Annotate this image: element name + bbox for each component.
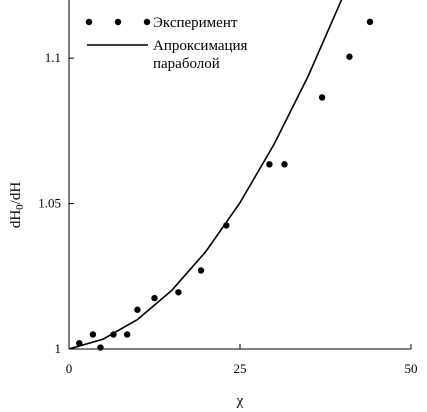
y-tick-label: 1.1 <box>45 50 61 65</box>
data-point <box>175 289 182 296</box>
data-point <box>89 331 97 338</box>
data-point <box>151 294 158 302</box>
data-point <box>134 306 141 313</box>
data-point <box>281 161 288 168</box>
legend-label-approximation-line1: Апроксимация <box>153 38 248 54</box>
fit-curve <box>69 0 343 349</box>
data-point <box>76 339 83 347</box>
data-point <box>110 331 117 338</box>
data-point <box>123 331 131 338</box>
legend-label-experiment: Эксперимент <box>153 15 238 31</box>
data-point <box>318 94 326 101</box>
data-point <box>266 161 273 168</box>
y-tick-label: 1 <box>55 341 62 356</box>
legend: Эксперимент Апроксимация параболой <box>85 15 248 72</box>
y-tick-label: 1.05 <box>38 196 61 211</box>
data-point <box>346 53 353 60</box>
legend-marker <box>85 18 93 26</box>
y-axis-title: dH0/dH <box>8 182 26 229</box>
x-tick-label: 0 <box>66 361 73 376</box>
data-point <box>223 222 230 229</box>
x-tick-label: 25 <box>234 361 247 376</box>
legend-marker <box>114 18 122 26</box>
data-point <box>197 267 205 274</box>
x-axis-title: χ <box>236 393 244 409</box>
x-tick-label: 50 <box>405 361 418 376</box>
legend-label-approximation-line2: параболой <box>153 56 220 72</box>
data-point <box>97 344 104 351</box>
legend-marker <box>143 18 151 26</box>
data-point <box>366 18 374 26</box>
